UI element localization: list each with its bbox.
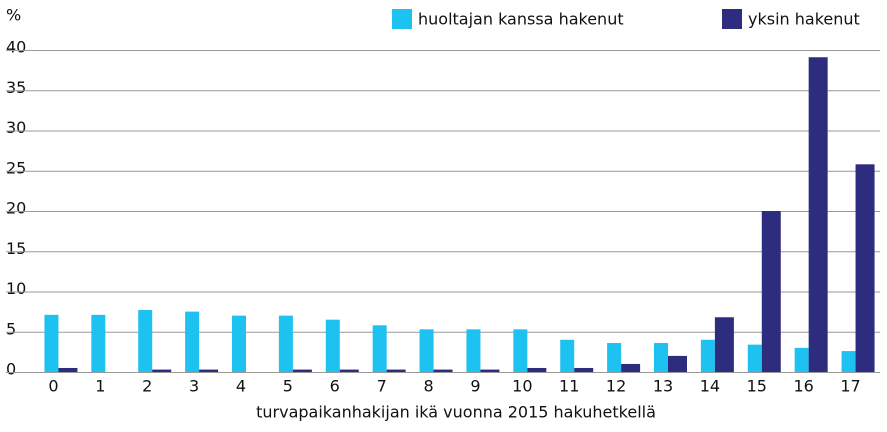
bar bbox=[714, 317, 734, 372]
x-tick-label: 6 bbox=[330, 377, 340, 396]
x-tick-label: 11 bbox=[559, 377, 579, 396]
bar bbox=[621, 363, 641, 372]
y-tick-label: 5 bbox=[6, 319, 16, 338]
bar bbox=[654, 343, 668, 372]
x-tick-label: 10 bbox=[512, 377, 532, 396]
bar bbox=[278, 315, 293, 372]
y-tick-label: 30 bbox=[6, 118, 26, 137]
bar bbox=[91, 314, 106, 372]
bar bbox=[339, 369, 359, 372]
bar bbox=[433, 369, 453, 372]
bar bbox=[808, 57, 828, 373]
bar bbox=[527, 367, 547, 372]
x-tick-label: 1 bbox=[95, 377, 105, 396]
bar bbox=[668, 355, 687, 372]
x-tick-label: 8 bbox=[423, 377, 433, 396]
bar bbox=[700, 339, 715, 372]
bar bbox=[386, 369, 406, 372]
x-tick-label: 4 bbox=[236, 377, 246, 396]
bar bbox=[480, 369, 500, 372]
bar bbox=[841, 351, 856, 372]
x-tick-label: 3 bbox=[189, 377, 199, 396]
y-tick-label: 10 bbox=[6, 279, 26, 298]
x-tick-label: 16 bbox=[793, 377, 813, 396]
bar bbox=[466, 329, 481, 372]
bar bbox=[199, 369, 219, 372]
bar bbox=[513, 329, 528, 372]
x-tick-label: 17 bbox=[840, 377, 860, 396]
x-tick-label: 5 bbox=[283, 377, 293, 396]
bar bbox=[138, 310, 153, 372]
bar bbox=[560, 339, 575, 372]
bar bbox=[372, 325, 387, 372]
y-tick-label: 35 bbox=[6, 78, 26, 97]
legend-label: yksin hakenut bbox=[748, 10, 860, 29]
x-tick-label: 9 bbox=[470, 377, 480, 396]
legend-swatch bbox=[392, 9, 412, 29]
y-tick-label: 0 bbox=[6, 360, 16, 379]
x-tick-label: 0 bbox=[48, 377, 58, 396]
x-tick-label: 2 bbox=[142, 377, 152, 396]
x-axis-label: turvapaikanhakijan ikä vuonna 2015 hakuh… bbox=[256, 403, 656, 422]
bar bbox=[232, 315, 246, 372]
bar bbox=[794, 347, 809, 372]
legend-label: huoltajan kanssa hakenut bbox=[418, 10, 624, 29]
x-tick-label: 12 bbox=[606, 377, 626, 396]
x-tick-label: 7 bbox=[377, 377, 387, 396]
bar bbox=[574, 367, 594, 372]
bar bbox=[761, 211, 781, 372]
bar bbox=[747, 344, 762, 372]
bar bbox=[607, 343, 622, 372]
bar bbox=[419, 329, 434, 372]
y-tick-label: 15 bbox=[6, 239, 26, 258]
bar bbox=[855, 164, 875, 372]
x-tick-label: 14 bbox=[700, 377, 720, 396]
bar bbox=[185, 311, 200, 372]
y-tick-label: 25 bbox=[6, 158, 26, 177]
legend-swatch bbox=[722, 9, 742, 29]
bar bbox=[292, 369, 312, 372]
bar bbox=[44, 314, 59, 372]
x-tick-label: 15 bbox=[747, 377, 767, 396]
bar bbox=[58, 367, 78, 372]
bar bbox=[325, 319, 340, 372]
x-tick-label: 13 bbox=[653, 377, 673, 396]
bar bbox=[152, 369, 172, 372]
y-tick-label: 20 bbox=[6, 199, 26, 218]
y-unit: % bbox=[6, 6, 21, 25]
y-tick-label: 40 bbox=[6, 38, 26, 57]
